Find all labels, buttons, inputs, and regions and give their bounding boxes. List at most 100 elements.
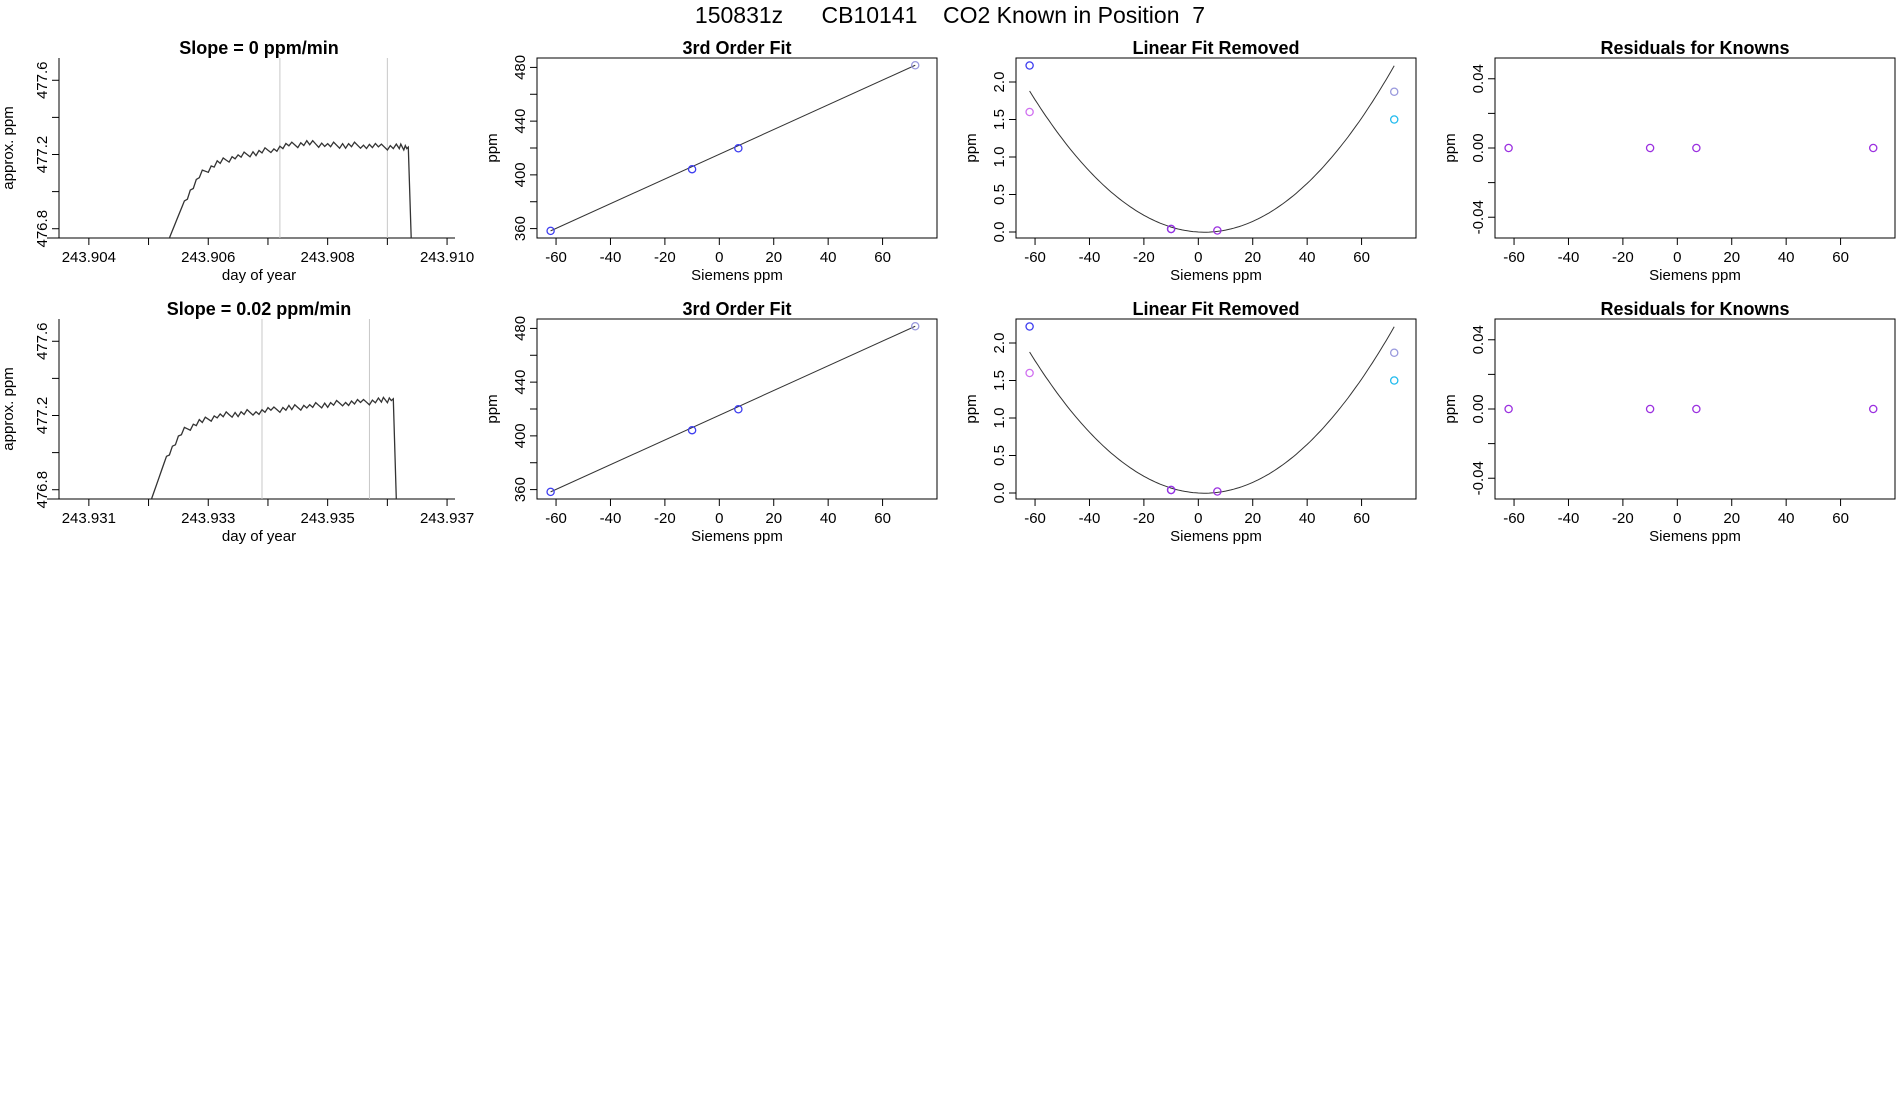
y-tick-label: 477.6 bbox=[34, 61, 51, 99]
data-point bbox=[1692, 143, 1701, 153]
x-tick-label: 243.906 bbox=[181, 249, 235, 266]
panel-6: 3rd Order Fit -60 -40 -20 0 20 40 60 360 400 440 48… bbox=[484, 299, 938, 545]
x-tick-label: -20 bbox=[654, 510, 676, 527]
x-tick-label: 243.904 bbox=[62, 249, 116, 266]
x-tick-label: 0 bbox=[715, 249, 723, 266]
x-axis-label: Siemens ppm bbox=[691, 528, 783, 545]
x-tick-label: 40 bbox=[1299, 249, 1316, 266]
data-point bbox=[1389, 348, 1399, 357]
data-point bbox=[1166, 485, 1176, 495]
y-axis-label: ppm bbox=[484, 394, 501, 423]
x-tick-label: 243.933 bbox=[181, 510, 235, 527]
x-tick-label: 40 bbox=[1778, 510, 1795, 527]
data-point bbox=[1025, 107, 1034, 117]
panel-title: Residuals for Knowns bbox=[1600, 38, 1789, 58]
x-axis-label: Siemens ppm bbox=[1170, 267, 1262, 284]
x-tick-label: -60 bbox=[1503, 510, 1525, 527]
fit-line bbox=[550, 64, 916, 232]
x-tick-label: 20 bbox=[765, 249, 782, 266]
data-point bbox=[1389, 115, 1399, 124]
y-tick-label: 400 bbox=[512, 423, 529, 448]
plot-frame bbox=[536, 57, 938, 239]
x-tick-label: -40 bbox=[600, 249, 622, 266]
y-tick-label: 0.00 bbox=[1470, 133, 1487, 162]
x-axis-label: Siemens ppm bbox=[1170, 528, 1262, 545]
x-tick-label: 40 bbox=[820, 249, 837, 266]
x-axis-label: day of year bbox=[222, 528, 296, 545]
panel-8: Residuals for Knowns -60 -40 -20 0 20 40 60 -0.0… bbox=[1442, 299, 1896, 545]
y-tick-label: 0.04 bbox=[1470, 325, 1487, 354]
y-tick-label: 2.0 bbox=[991, 333, 1008, 354]
x-tick-label: -40 bbox=[1079, 510, 1101, 527]
plot-area bbox=[546, 61, 920, 236]
y-tick-label: 477.6 bbox=[34, 322, 51, 360]
x-tick-label: 243.910 bbox=[420, 249, 474, 266]
y-axis-label: ppm bbox=[1442, 133, 1459, 162]
plot-frame bbox=[536, 318, 938, 500]
data-point bbox=[1213, 487, 1222, 496]
data-point bbox=[1389, 87, 1399, 97]
plot-frame bbox=[1494, 57, 1896, 239]
x-tick-label: 243.908 bbox=[301, 249, 355, 266]
x-tick-label: 0 bbox=[1673, 510, 1681, 527]
x-tick-label: 60 bbox=[874, 510, 891, 527]
y-tick-label: 476.8 bbox=[34, 210, 51, 248]
data-point bbox=[1504, 404, 1513, 414]
y-tick-label: 0.5 bbox=[991, 445, 1008, 466]
y-tick-label: 360 bbox=[512, 477, 529, 502]
x-tick-label: -60 bbox=[1024, 249, 1046, 266]
data-point bbox=[1213, 226, 1222, 235]
fit-line bbox=[550, 325, 916, 493]
plot-area bbox=[168, 58, 412, 238]
y-tick-label: 1.5 bbox=[991, 370, 1008, 391]
plot-frame bbox=[1015, 318, 1417, 500]
x-tick-label: 60 bbox=[1353, 249, 1370, 266]
y-tick-label: 1.0 bbox=[991, 408, 1008, 429]
plot-area bbox=[546, 322, 920, 497]
data-point bbox=[1025, 61, 1034, 70]
x-tick-label: 60 bbox=[1353, 510, 1370, 527]
data-point bbox=[1868, 143, 1878, 153]
data-point bbox=[1025, 368, 1034, 378]
data-point bbox=[1504, 143, 1513, 153]
x-tick-label: -40 bbox=[1558, 249, 1580, 266]
data-point bbox=[734, 144, 743, 153]
panel-title: 3rd Order Fit bbox=[682, 299, 791, 319]
plot-area bbox=[1025, 322, 1399, 496]
y-tick-label: 480 bbox=[512, 55, 529, 80]
x-tick-label: -20 bbox=[1612, 249, 1634, 266]
data-point bbox=[1692, 404, 1701, 414]
x-tick-label: 40 bbox=[1778, 249, 1795, 266]
x-tick-label: -60 bbox=[545, 249, 567, 266]
y-tick-label: 0.0 bbox=[991, 483, 1008, 504]
plot-area bbox=[150, 319, 397, 499]
data-point bbox=[734, 405, 743, 414]
x-tick-label: -60 bbox=[1024, 510, 1046, 527]
x-tick-label: -40 bbox=[600, 510, 622, 527]
y-axis-label: ppm bbox=[1442, 394, 1459, 423]
ppm-trace-line bbox=[168, 139, 412, 238]
y-tick-label: 360 bbox=[512, 216, 529, 241]
data-point bbox=[1166, 224, 1176, 234]
x-tick-label: -20 bbox=[1133, 510, 1155, 527]
panel-5: Slope = 0.02 ppm/min 243.931 243.933 243.93… bbox=[0, 299, 474, 545]
fit-curve bbox=[1029, 326, 1395, 494]
y-axis-label: approx. ppm bbox=[0, 367, 17, 450]
x-tick-label: 243.935 bbox=[301, 510, 355, 527]
x-tick-label: 243.937 bbox=[420, 510, 474, 527]
x-axis-label: day of year bbox=[222, 267, 296, 284]
x-tick-label: 20 bbox=[1723, 249, 1740, 266]
x-tick-label: -20 bbox=[1612, 510, 1634, 527]
panel-title: Residuals for Knowns bbox=[1600, 299, 1789, 319]
data-point bbox=[1389, 376, 1399, 385]
x-tick-label: 0 bbox=[1194, 510, 1202, 527]
x-tick-label: 0 bbox=[1673, 249, 1681, 266]
y-tick-label: 0.04 bbox=[1470, 64, 1487, 93]
ppm-trace-line bbox=[150, 396, 397, 499]
fit-curve bbox=[1029, 65, 1395, 233]
figure-title: 150831z CB10141 CO2 Known in Position 7 bbox=[694, 2, 1206, 28]
panel-4: Residuals for Knowns -60 -40 -20 0 20 40 60 -0.0… bbox=[1442, 38, 1896, 284]
x-tick-label: 20 bbox=[1244, 510, 1261, 527]
y-tick-label: 480 bbox=[512, 316, 529, 341]
